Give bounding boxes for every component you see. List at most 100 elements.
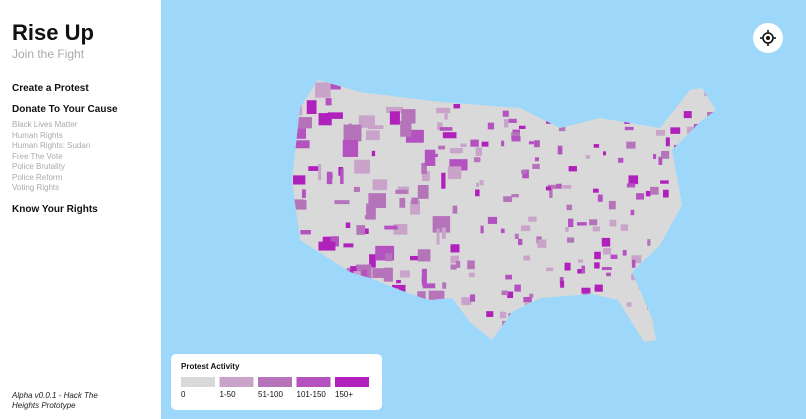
county [601,237,611,247]
county [452,205,458,214]
county [581,265,586,274]
cause-link[interactable]: Police Reform [12,172,63,182]
county [636,103,641,113]
cause-link[interactable]: Voting Rights [12,183,60,192]
county [307,269,312,279]
county [714,277,716,285]
county [697,181,708,190]
county [590,333,600,342]
county [353,186,360,192]
county [622,250,627,256]
county [421,268,427,286]
county [514,284,521,292]
county [597,194,603,202]
county [529,293,534,298]
county [366,130,380,141]
county [438,145,446,150]
county [293,175,306,185]
county [526,330,533,335]
county [484,84,489,91]
county [461,297,472,305]
county [450,255,459,264]
county [514,233,519,239]
county [386,106,404,113]
county [534,140,540,148]
county [594,83,599,88]
county [437,122,443,130]
county [524,342,531,350]
app-title: Rise Up [12,20,94,45]
locate-button[interactable] [753,23,783,53]
county [345,222,351,229]
county [301,189,306,198]
county [683,111,692,119]
cause-link[interactable]: Human Rights: Sudan [12,141,91,150]
cause-link[interactable]: Black Lives Matter [12,120,78,129]
county [407,332,423,340]
county [326,171,333,185]
county [568,218,574,228]
county [410,200,421,215]
county [711,217,716,222]
county [436,326,453,336]
county [449,159,468,171]
county [650,186,659,195]
county [421,162,427,174]
county [451,149,461,154]
county [400,120,412,137]
county [372,179,388,191]
county [329,276,345,283]
county [357,334,375,340]
county [345,286,353,291]
version-footer: Alpha v0.0.1 - Hack The Heights Prototyp… [12,391,98,410]
county [618,90,625,97]
county [587,332,597,340]
county [505,274,512,280]
nav-link[interactable]: Donate To Your Cause [12,104,118,115]
cause-link[interactable]: Free The Vote [12,151,63,161]
cause-link[interactable]: Human Rights [12,130,63,140]
county [655,87,663,93]
county [300,230,311,235]
county [397,301,417,312]
county [624,116,630,124]
county [460,143,467,148]
county [361,269,368,284]
county [436,228,440,245]
county [556,183,562,189]
county [524,302,530,309]
county [624,126,634,131]
us-map [292,80,716,342]
county [610,254,618,259]
county [647,303,652,310]
county [705,148,714,157]
county [444,113,448,120]
county [694,139,704,146]
nav-link[interactable]: Know Your Rights [12,204,98,215]
county [610,310,619,314]
county [391,284,406,299]
cause-link[interactable]: Police Brutality [12,162,65,171]
county [570,116,576,122]
county [690,256,694,263]
county [499,96,506,102]
county [511,194,519,198]
county [534,157,539,162]
county [356,225,366,235]
county [450,244,460,253]
county [592,226,600,232]
county [299,314,303,328]
county [517,324,524,332]
county [427,322,434,330]
county [352,300,370,313]
county [468,272,475,278]
county [323,318,330,323]
county [577,268,584,274]
county [394,293,400,302]
county [558,122,566,132]
county [546,117,554,124]
county [670,127,681,134]
county [370,335,378,342]
nav-link[interactable]: Create a Protest [12,83,89,94]
